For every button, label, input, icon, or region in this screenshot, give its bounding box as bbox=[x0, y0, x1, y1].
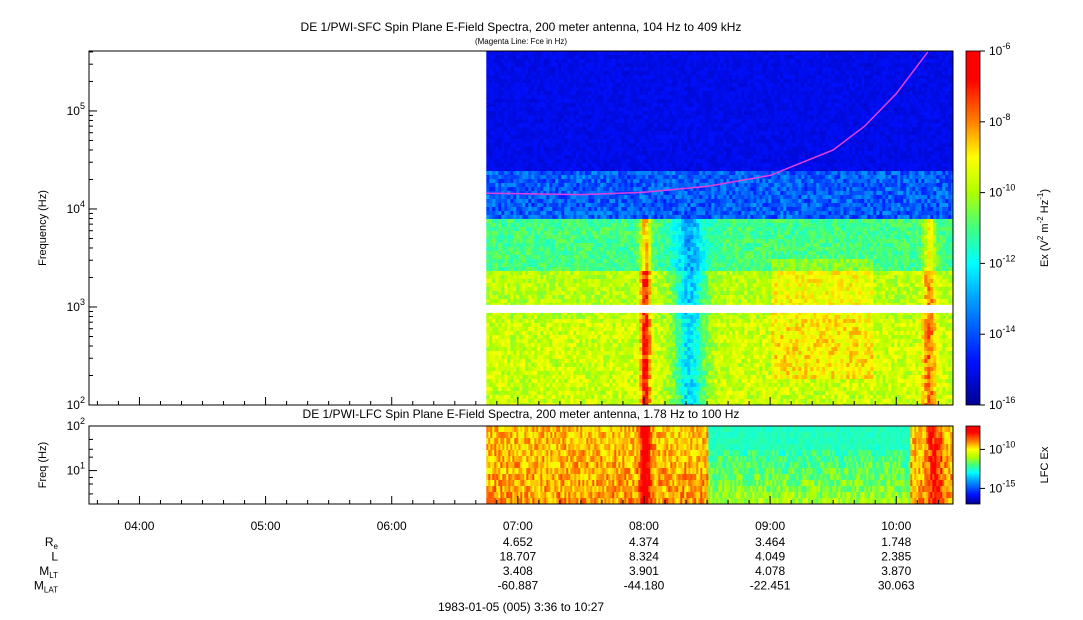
ephemeris-value: 3.870 bbox=[881, 564, 911, 578]
bottom-spectrogram-panel: 101 102 04:00 05:00 06:00 07:00 08:00 09:00 10:… bbox=[37, 416, 954, 533]
ephemeris-row-label: MLAT bbox=[34, 579, 58, 595]
ephemeris-value: 30.063 bbox=[878, 579, 915, 593]
time-tick-label: 04:00 bbox=[124, 519, 154, 533]
top-plot-frame bbox=[88, 50, 954, 406]
ephemeris-row-label: MLT bbox=[39, 564, 58, 580]
top-panel-subtitle: (Magenta Line: Fce in Hz) bbox=[475, 37, 567, 46]
bottom-colorbar-tick-label: 10-15 bbox=[989, 478, 1015, 495]
top-colorbar: 10-6 10-8 10-10 10-12 10-14 10-16 Ex (V2 m-2 … bbox=[965, 41, 1051, 412]
time-tick-label: 09:00 bbox=[755, 519, 785, 533]
ephemeris-value: 8.324 bbox=[629, 550, 659, 564]
time-axis-ticks: 04:00 05:00 06:00 07:00 08:00 09:00 10:00 bbox=[96, 496, 939, 533]
time-tick-label: 07:00 bbox=[503, 519, 533, 533]
fce-line bbox=[486, 51, 929, 196]
ephemeris-value: 2.385 bbox=[881, 550, 911, 564]
bottom-colorbar-ticks: 10-10 10-15 bbox=[980, 439, 1015, 495]
data-gap-band bbox=[486, 304, 953, 313]
top-colorbar-label: Ex (V2 m-2 Hz-1) bbox=[1036, 189, 1051, 267]
ephemeris-value: 18.707 bbox=[499, 550, 536, 564]
top-y-axis-ticks: 102 103 104 105 bbox=[67, 51, 97, 412]
top-y-tick-label: 104 bbox=[67, 199, 85, 216]
bottom-spectrogram-image bbox=[486, 426, 953, 504]
bottom-colorbar-gradient bbox=[965, 425, 981, 505]
bottom-y-axis-ticks: 101 102 bbox=[67, 416, 97, 495]
ephemeris-value: 3.408 bbox=[503, 564, 533, 578]
bottom-y-tick-label: 102 bbox=[67, 416, 85, 433]
ephemeris-value: 3.901 bbox=[629, 564, 659, 578]
top-spectrogram-panel: 102 103 104 105 Frequency (Hz) bbox=[37, 50, 954, 412]
ephemeris-table: Re 4.652 4.374 3.464 1.748 L 18.707 8.324 4.049 2… bbox=[34, 535, 915, 595]
bottom-plot-frame bbox=[88, 425, 954, 505]
bottom-y-tick-label: 101 bbox=[67, 461, 85, 478]
top-y-axis-label: Frequency (Hz) bbox=[37, 190, 49, 266]
ephemeris-row-label: Re bbox=[45, 535, 59, 551]
top-spectrogram-image bbox=[486, 51, 953, 405]
top-colorbar-gradient bbox=[965, 50, 981, 406]
time-tick-label: 10:00 bbox=[881, 519, 911, 533]
ephemeris-value: 4.374 bbox=[629, 535, 659, 549]
ephemeris-row-label: L bbox=[51, 550, 58, 564]
top-panel-title: DE 1/PWI-SFC Spin Plane E-Field Spectra,… bbox=[301, 20, 742, 34]
ephemeris-value: 3.464 bbox=[755, 535, 785, 549]
top-colorbar-tick-label: 10-10 bbox=[989, 183, 1015, 200]
top-y-tick-label: 103 bbox=[67, 297, 85, 314]
bottom-y-axis-label: Freq (Hz) bbox=[37, 442, 49, 488]
ephemeris-value: 4.078 bbox=[755, 564, 785, 578]
top-colorbar-tick-label: 10-8 bbox=[989, 112, 1010, 129]
top-y-tick-label: 102 bbox=[67, 395, 85, 412]
top-x-axis-ticks bbox=[96, 397, 939, 405]
bottom-colorbar-tick-label: 10-10 bbox=[989, 439, 1015, 456]
time-tick-label: 05:00 bbox=[251, 519, 281, 533]
top-colorbar-ticks: 10-6 10-8 10-10 10-12 10-14 10-16 bbox=[980, 41, 1015, 412]
ephemeris-value: 4.049 bbox=[755, 550, 785, 564]
bottom-colorbar: 10-10 10-15 LFC Ex bbox=[965, 425, 1051, 505]
time-tick-label: 06:00 bbox=[377, 519, 407, 533]
ephemeris-value: -44.180 bbox=[624, 579, 665, 593]
top-colorbar-tick-label: 10-12 bbox=[989, 253, 1015, 270]
time-tick-label: 08:00 bbox=[629, 519, 659, 533]
top-colorbar-tick-label: 10-14 bbox=[989, 324, 1015, 341]
ephemeris-value: -60.887 bbox=[497, 579, 538, 593]
time-range-footer: 1983-01-05 (005) 3:36 to 10:27 bbox=[438, 600, 604, 614]
top-y-tick-label: 105 bbox=[67, 101, 85, 118]
bottom-colorbar-label: LFC Ex bbox=[1039, 446, 1051, 483]
top-colorbar-tick-label: 10-16 bbox=[989, 395, 1015, 412]
bottom-panel-title: DE 1/PWI-LFC Spin Plane E-Field Spectra,… bbox=[303, 407, 740, 421]
ephemeris-value: 1.748 bbox=[881, 535, 911, 549]
ephemeris-value: 4.652 bbox=[503, 535, 533, 549]
ephemeris-value: -22.451 bbox=[750, 579, 791, 593]
top-colorbar-tick-label: 10-6 bbox=[989, 41, 1010, 58]
